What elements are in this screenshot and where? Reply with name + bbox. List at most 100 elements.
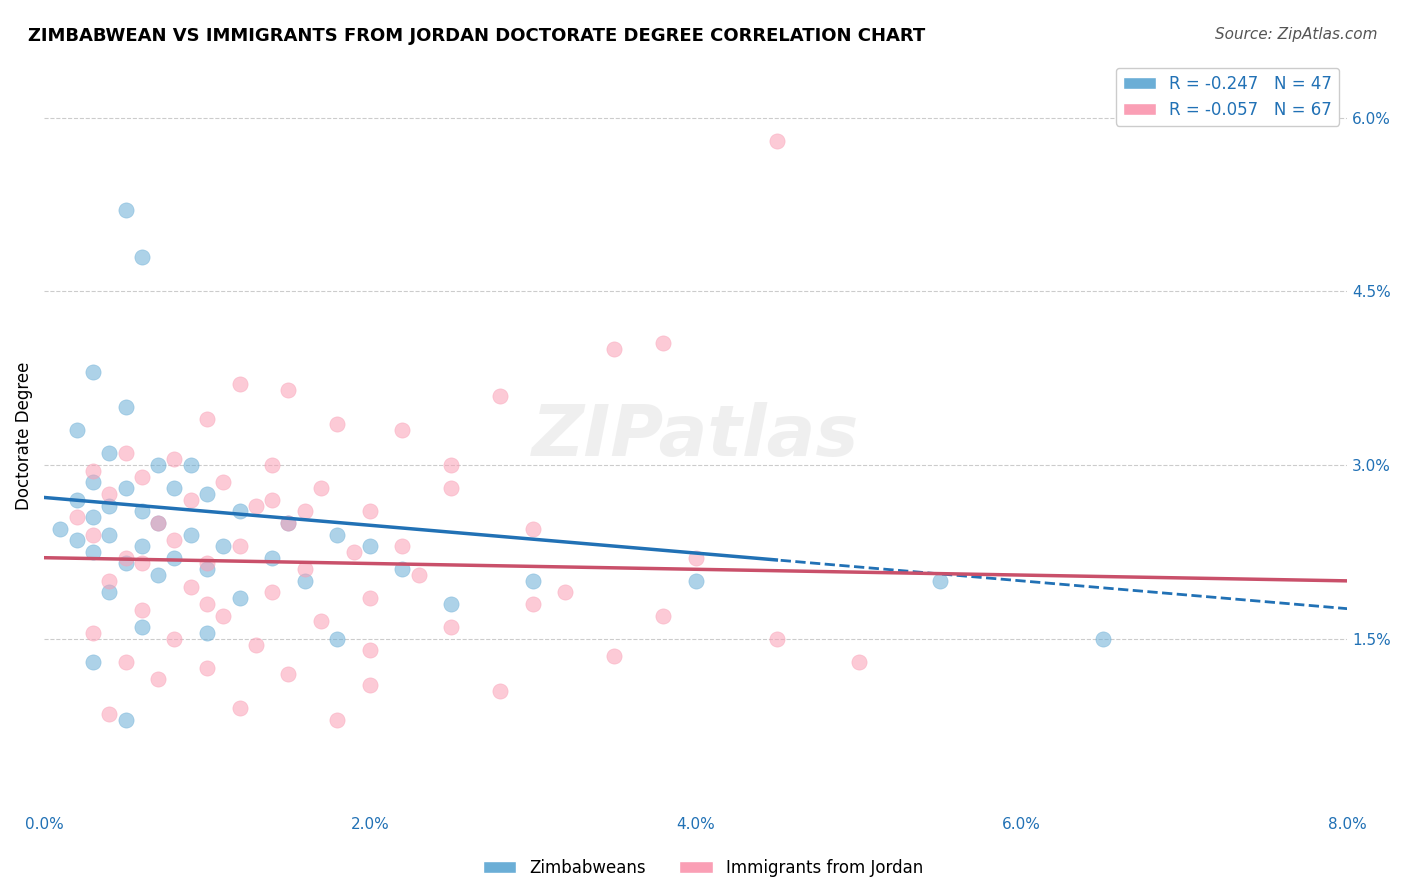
Point (1091, 632, 1114, 646)
Point (685, 550, 707, 565)
Point (309, 615, 332, 629)
Point (440, 620, 463, 634)
Point (212, 608, 235, 623)
Point (98, 527, 121, 541)
Point (114, 557, 136, 571)
Point (82, 655, 104, 669)
Text: ZIMBABWEAN VS IMMIGRANTS FROM JORDAN DOCTORATE DEGREE CORRELATION CHART: ZIMBABWEAN VS IMMIGRANTS FROM JORDAN DOC… (28, 27, 925, 45)
Point (848, 655, 870, 669)
Point (163, 481, 186, 495)
Point (195, 411, 218, 425)
Point (294, 562, 316, 576)
Point (195, 562, 218, 576)
Point (766, 632, 789, 646)
Point (146, 568, 169, 582)
Point (131, 504, 153, 518)
Point (391, 423, 413, 437)
Point (262, 550, 284, 565)
Point (228, 504, 250, 518)
Point (98, 499, 121, 513)
Point (195, 597, 218, 611)
Point (114, 203, 136, 218)
Point (114, 400, 136, 414)
Point (391, 562, 413, 576)
Point (82, 510, 104, 524)
Point (294, 504, 316, 518)
Point (98, 487, 121, 501)
Point (603, 342, 626, 356)
Point (343, 545, 366, 559)
Point (180, 458, 202, 472)
Point (359, 643, 381, 657)
Point (440, 481, 463, 495)
Point (277, 516, 299, 530)
Point (82, 365, 104, 379)
Point (359, 678, 381, 692)
Point (82, 545, 104, 559)
Point (131, 603, 153, 617)
Point (195, 487, 218, 501)
Point (180, 492, 202, 507)
Point (440, 597, 463, 611)
Point (98, 574, 121, 588)
Point (98, 446, 121, 460)
Point (49, 522, 72, 536)
Point (180, 580, 202, 594)
Point (359, 504, 381, 518)
Point (163, 452, 186, 467)
Point (309, 481, 332, 495)
Point (195, 626, 218, 640)
Point (652, 336, 675, 351)
Point (359, 591, 381, 606)
Point (489, 684, 512, 698)
Point (195, 557, 218, 571)
Point (228, 539, 250, 553)
Legend: R = -0.247   N = 47, R = -0.057   N = 67: R = -0.247 N = 47, R = -0.057 N = 67 (1116, 68, 1339, 126)
Point (326, 632, 349, 646)
Point (146, 673, 169, 687)
Point (114, 655, 136, 669)
Point (114, 446, 136, 460)
Point (131, 620, 153, 634)
Point (131, 469, 153, 483)
Point (66, 423, 89, 437)
Point (766, 134, 789, 148)
Point (228, 701, 250, 715)
Point (195, 661, 218, 675)
Point (163, 550, 186, 565)
Point (326, 527, 349, 541)
Point (131, 250, 153, 264)
Point (408, 568, 430, 582)
Point (262, 492, 284, 507)
Point (652, 608, 675, 623)
Point (146, 516, 169, 530)
Point (114, 550, 136, 565)
Point (685, 574, 707, 588)
Point (554, 585, 576, 599)
Point (212, 539, 235, 553)
Text: ZIPatlas: ZIPatlas (531, 401, 859, 471)
Point (114, 481, 136, 495)
Point (294, 574, 316, 588)
Point (212, 475, 235, 490)
Point (98, 585, 121, 599)
Point (114, 713, 136, 727)
Point (277, 383, 299, 397)
Point (228, 591, 250, 606)
Point (277, 666, 299, 681)
Legend: Zimbabweans, Immigrants from Jordan: Zimbabweans, Immigrants from Jordan (477, 853, 929, 884)
Point (277, 516, 299, 530)
Point (98, 707, 121, 722)
Point (66, 492, 89, 507)
Point (262, 585, 284, 599)
Point (522, 574, 544, 588)
Point (603, 649, 626, 664)
Point (146, 516, 169, 530)
Point (522, 597, 544, 611)
Point (82, 464, 104, 478)
Point (522, 522, 544, 536)
Point (262, 458, 284, 472)
Point (131, 557, 153, 571)
Text: Source: ZipAtlas.com: Source: ZipAtlas.com (1215, 27, 1378, 42)
Point (929, 574, 952, 588)
